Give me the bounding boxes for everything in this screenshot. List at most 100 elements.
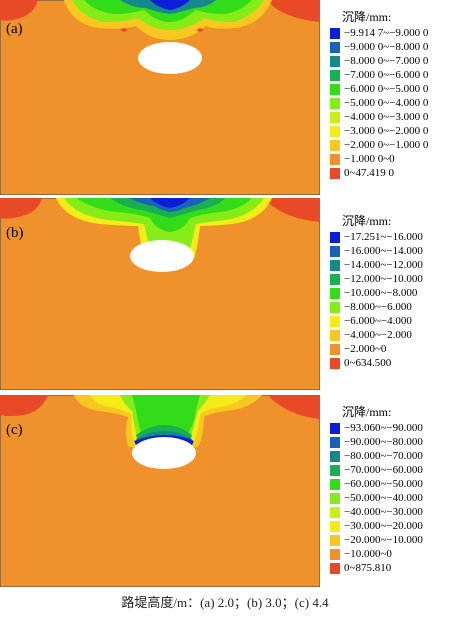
legend-range-label: −50.000~−40.000 bbox=[344, 492, 423, 504]
legend-entry: 0~634.500 bbox=[330, 357, 448, 369]
legend-range-label: −30.000~−20.000 bbox=[344, 520, 423, 532]
legend-entry: −20.000~−10.000 bbox=[330, 534, 448, 546]
settlement-contour-c bbox=[0, 395, 320, 587]
legend-swatch bbox=[330, 344, 340, 355]
legend-entry: −2.000~0 bbox=[330, 343, 448, 355]
legend-range-label: −20.000~−10.000 bbox=[344, 534, 423, 546]
legend-swatch bbox=[330, 535, 340, 546]
legend-swatch bbox=[330, 549, 340, 560]
panel-b: (b) 沉降/mm: −17.251~−16.000 −16.000~−14.00… bbox=[0, 198, 450, 398]
legend-entry: −3.000 0~−2.000 0 bbox=[330, 125, 448, 137]
legend-range-label: −60.000~−50.000 bbox=[344, 478, 423, 490]
legend-entry: −8.000~−6.000 bbox=[330, 301, 448, 313]
legend-swatch bbox=[330, 112, 340, 123]
legend-swatch bbox=[330, 42, 340, 53]
panel-label-c: (c) bbox=[6, 422, 23, 438]
legend-swatch bbox=[330, 232, 340, 243]
legend-swatch bbox=[330, 84, 340, 95]
legend-entry: −10.000~−8.000 bbox=[330, 287, 448, 299]
legend-swatch bbox=[330, 302, 340, 313]
legend-entry: −80.000~−70.000 bbox=[330, 450, 448, 462]
legend-swatch bbox=[330, 260, 340, 271]
legend-entry: −4.000~−2.000 bbox=[330, 329, 448, 341]
legend-swatch bbox=[330, 465, 340, 476]
legend-entry: −6.000 0~−5.000 0 bbox=[330, 83, 448, 95]
legend-entry: −1.000 0~0 bbox=[330, 153, 448, 165]
legend-entry: −60.000~−50.000 bbox=[330, 478, 448, 490]
settlement-contour-a bbox=[0, 0, 320, 195]
legend-entry: −14.000~−12.000 bbox=[330, 259, 448, 271]
legend-swatch bbox=[330, 358, 340, 369]
legend-entry: −10.000~0 bbox=[330, 548, 448, 560]
legend-swatch bbox=[330, 507, 340, 518]
legend-range-label: −3.000 0~−2.000 0 bbox=[344, 125, 429, 137]
legend-swatch bbox=[330, 451, 340, 462]
legend-entry: −12.000~−10.000 bbox=[330, 273, 448, 285]
legend-entry: −9.000 0~−8.000 0 bbox=[330, 41, 448, 53]
legend-entry: −40.000~−30.000 bbox=[330, 506, 448, 518]
legend-entry: −30.000~−20.000 bbox=[330, 520, 448, 532]
legend-title-c: 沉降/mm: bbox=[342, 405, 392, 419]
legend-swatch bbox=[330, 288, 340, 299]
legend-range-label: −90.000~−80.000 bbox=[344, 436, 423, 448]
legend-entry: −17.251~−16.000 bbox=[330, 231, 448, 243]
legend-entry: −16.000~−14.000 bbox=[330, 245, 448, 257]
panel-a: (a) 沉降/mm: −9.914 7~−9.000 0 −9.000 0~−8.… bbox=[0, 0, 450, 200]
legend-range-label: 0~875.810 bbox=[344, 562, 392, 574]
legend-range-label: −2.000 0~−1.000 0 bbox=[344, 139, 429, 151]
legend-swatch bbox=[330, 563, 340, 574]
legend-range-label: −5.000 0~−4.000 0 bbox=[344, 97, 429, 109]
legend-swatch bbox=[330, 168, 340, 179]
legend-swatch bbox=[330, 521, 340, 532]
figure-caption: 路堤高度/m：(a) 2.0；(b) 3.0；(c) 4.4 bbox=[121, 595, 329, 610]
legend-range-label: −6.000 0~−5.000 0 bbox=[344, 83, 429, 95]
legend-entry: −9.914 7~−9.000 0 bbox=[330, 27, 448, 39]
legend-entry: −7.000 0~−6.000 0 bbox=[330, 69, 448, 81]
legend-range-label: −2.000~0 bbox=[344, 343, 387, 355]
panel-label-a: (a) bbox=[6, 21, 23, 37]
legend-swatch bbox=[330, 246, 340, 257]
legend-entry: −4.000 0~−3.000 0 bbox=[330, 111, 448, 123]
legend-entry: −5.000 0~−4.000 0 bbox=[330, 97, 448, 109]
legend-range-label: −7.000 0~−6.000 0 bbox=[344, 69, 429, 81]
legend-swatch bbox=[330, 493, 340, 504]
legend-title-b: 沉降/mm: bbox=[342, 214, 392, 228]
legend-entry: −6.000~−4.000 bbox=[330, 315, 448, 327]
legend-range-label: −9.914 7~−9.000 0 bbox=[344, 27, 429, 39]
legend-swatch bbox=[330, 56, 340, 67]
legend-entry: −90.000~−80.000 bbox=[330, 436, 448, 448]
legend-entry: −2.000 0~−1.000 0 bbox=[330, 139, 448, 151]
panel-c: (c) 沉降/mm: −93.060~−90.000 −90.000~−80.00… bbox=[0, 395, 450, 595]
legend-swatch bbox=[330, 423, 340, 434]
legend-range-label: −80.000~−70.000 bbox=[344, 450, 423, 462]
legend-swatch bbox=[330, 70, 340, 81]
legend-range-label: −10.000~−8.000 bbox=[344, 287, 418, 299]
legend-range-label: −4.000~−2.000 bbox=[344, 329, 412, 341]
legend-swatch bbox=[330, 479, 340, 490]
legend-range-label: 0~47.419 0 bbox=[344, 167, 394, 179]
legend-range-label: −4.000 0~−3.000 0 bbox=[344, 111, 429, 123]
legend-range-label: −17.251~−16.000 bbox=[344, 231, 423, 243]
legend-entry: −93.060~−90.000 bbox=[330, 422, 448, 434]
legend-range-label: −6.000~−4.000 bbox=[344, 315, 412, 327]
legend-range-label: −1.000 0~0 bbox=[344, 153, 395, 165]
legend-range-label: −8.000 0~−7.000 0 bbox=[344, 55, 429, 67]
legend-swatch bbox=[330, 316, 340, 327]
legend-title-a: 沉降/mm: bbox=[342, 10, 392, 24]
settlement-contour-b bbox=[0, 198, 320, 390]
legend-range-label: −16.000~−14.000 bbox=[344, 245, 423, 257]
legend-entry: −8.000 0~−7.000 0 bbox=[330, 55, 448, 67]
legend-swatch bbox=[330, 28, 340, 39]
panel-label-b: (b) bbox=[6, 225, 24, 241]
legend-range-label: −14.000~−12.000 bbox=[344, 259, 423, 271]
legend-entry: 0~47.419 0 bbox=[330, 167, 448, 179]
legend-range-label: −12.000~−10.000 bbox=[344, 273, 423, 285]
legend-swatch bbox=[330, 126, 340, 137]
legend-swatch bbox=[330, 437, 340, 448]
legend-range-label: −40.000~−30.000 bbox=[344, 506, 423, 518]
legend-swatch bbox=[330, 330, 340, 341]
legend-range-label: −9.000 0~−8.000 0 bbox=[344, 41, 429, 53]
legend-entry: 0~875.810 bbox=[330, 562, 448, 574]
legend-swatch bbox=[330, 140, 340, 151]
legend-range-label: −70.000~−60.000 bbox=[344, 464, 423, 476]
